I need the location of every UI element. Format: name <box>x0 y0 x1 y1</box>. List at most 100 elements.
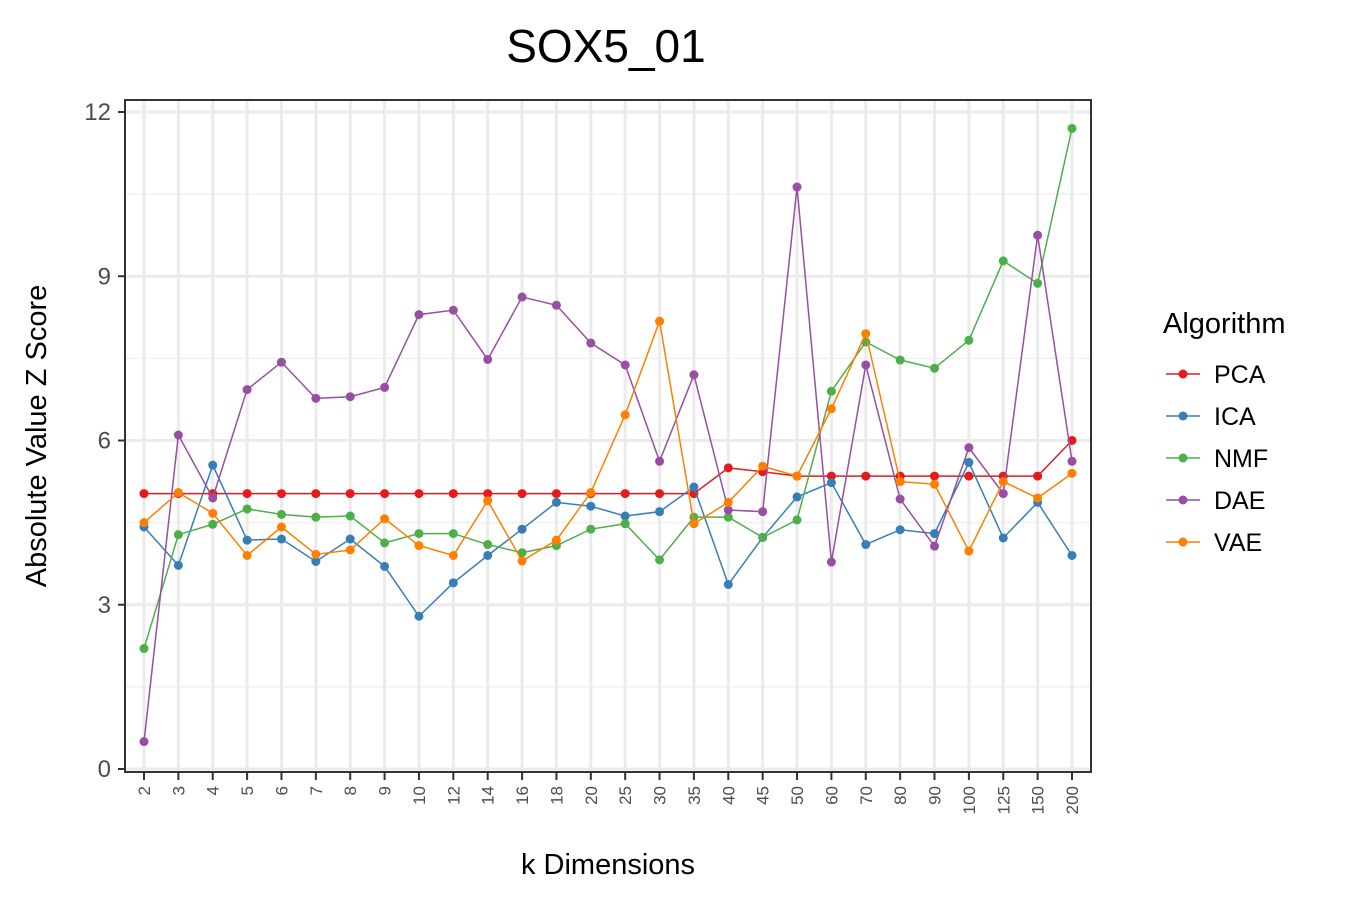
data-point-vae <box>689 519 699 529</box>
series-line-nmf <box>143 128 1073 649</box>
data-point-dae <box>792 182 802 192</box>
data-point-dae <box>655 456 665 466</box>
y-axis-title: Absolute Value Z Score <box>21 285 53 588</box>
data-point-vae <box>861 329 871 339</box>
data-point-ica <box>1067 550 1077 560</box>
data-point-ica <box>311 556 321 566</box>
data-point-pca <box>964 471 974 481</box>
data-point-nmf <box>345 511 355 521</box>
x-tick-label: 80 <box>891 786 910 805</box>
data-point-dae <box>758 507 768 517</box>
data-point-nmf <box>998 256 1008 266</box>
x-tick-label: 4 <box>204 786 223 795</box>
series-layer <box>139 123 1077 747</box>
data-point-dae <box>689 370 699 380</box>
data-point-dae <box>861 360 871 370</box>
data-point-nmf <box>826 386 836 396</box>
data-point-dae <box>345 392 355 402</box>
x-tick-label: 100 <box>960 786 979 814</box>
data-point-nmf <box>964 335 974 345</box>
data-point-ica <box>345 534 355 544</box>
data-point-ica <box>689 482 699 492</box>
x-tick-label: 30 <box>651 786 670 805</box>
data-point-dae <box>517 292 527 302</box>
legend-label: NMF <box>1214 445 1268 473</box>
series-line-vae <box>143 318 1073 562</box>
data-point-nmf <box>620 519 630 529</box>
data-point-nmf <box>1033 278 1043 288</box>
data-point-dae <box>998 489 1008 499</box>
grid-minor <box>125 193 1091 688</box>
data-point-pca <box>861 471 871 481</box>
data-point-pca <box>483 489 493 499</box>
plot-panel <box>124 99 1092 773</box>
data-point-pca <box>414 489 424 499</box>
x-tick-label: 125 <box>994 786 1013 814</box>
data-point-vae <box>242 550 252 560</box>
data-point-nmf <box>517 548 527 558</box>
data-point-ica <box>826 478 836 488</box>
data-point-dae <box>620 360 630 370</box>
data-point-nmf <box>586 524 596 534</box>
x-tick-label: 25 <box>616 786 635 805</box>
data-point-ica <box>964 457 974 467</box>
x-tick-label: 10 <box>410 786 429 805</box>
data-point-vae <box>173 488 183 498</box>
data-point-ica <box>380 561 390 571</box>
data-point-nmf <box>758 532 768 542</box>
data-point-vae <box>586 488 596 498</box>
legend-item-pca: PCA <box>1166 361 1266 389</box>
data-point-ica <box>655 507 665 517</box>
data-point-nmf <box>1067 123 1077 133</box>
data-point-dae <box>139 737 149 747</box>
data-point-dae <box>1033 230 1043 240</box>
series-line-pca <box>144 439 1073 495</box>
data-point-ica <box>620 511 630 521</box>
panel-border <box>124 99 1092 773</box>
data-point-vae <box>139 518 149 528</box>
data-point-dae <box>483 354 493 364</box>
data-point-vae <box>998 477 1008 487</box>
legend-label: VAE <box>1214 529 1262 557</box>
data-point-dae <box>895 494 905 504</box>
legend-key-point <box>1178 369 1188 379</box>
x-tick-label: 3 <box>169 786 188 795</box>
data-point-ica <box>551 497 561 507</box>
data-point-vae <box>792 471 802 481</box>
legend-label: DAE <box>1214 487 1265 515</box>
data-point-nmf <box>276 509 286 519</box>
x-tick-label: 8 <box>341 786 360 795</box>
x-tick-label: 7 <box>307 786 326 795</box>
data-point-dae <box>551 300 561 310</box>
data-point-dae <box>448 305 458 315</box>
data-point-vae <box>276 522 286 532</box>
chart-title: SOX5_01 <box>506 20 705 72</box>
legend-item-dae: DAE <box>1166 487 1265 515</box>
series-vae <box>139 316 1077 566</box>
data-point-vae <box>414 541 424 551</box>
data-point-dae <box>208 493 218 503</box>
data-point-vae <box>895 477 905 487</box>
y-tick-label: 3 <box>98 592 111 619</box>
data-point-ica <box>792 492 802 502</box>
legend-key-point <box>1178 537 1188 547</box>
x-tick-label: 20 <box>582 786 601 805</box>
data-point-vae <box>208 508 218 518</box>
data-point-vae <box>483 496 493 506</box>
data-point-nmf <box>723 512 733 522</box>
data-point-ica <box>448 578 458 588</box>
series-line-dae <box>143 186 1073 742</box>
series-dae <box>139 182 1077 747</box>
data-point-dae <box>586 338 596 348</box>
data-point-vae <box>345 545 355 555</box>
data-point-ica <box>414 611 424 621</box>
data-point-nmf <box>139 644 149 654</box>
data-point-dae <box>964 443 974 453</box>
data-point-pca <box>242 489 252 499</box>
x-tick-label: 60 <box>822 786 841 805</box>
data-point-nmf <box>655 555 665 565</box>
data-point-vae <box>1033 493 1043 503</box>
legend-key-point <box>1178 453 1188 463</box>
data-point-nmf <box>792 515 802 525</box>
data-point-nmf <box>242 504 252 514</box>
